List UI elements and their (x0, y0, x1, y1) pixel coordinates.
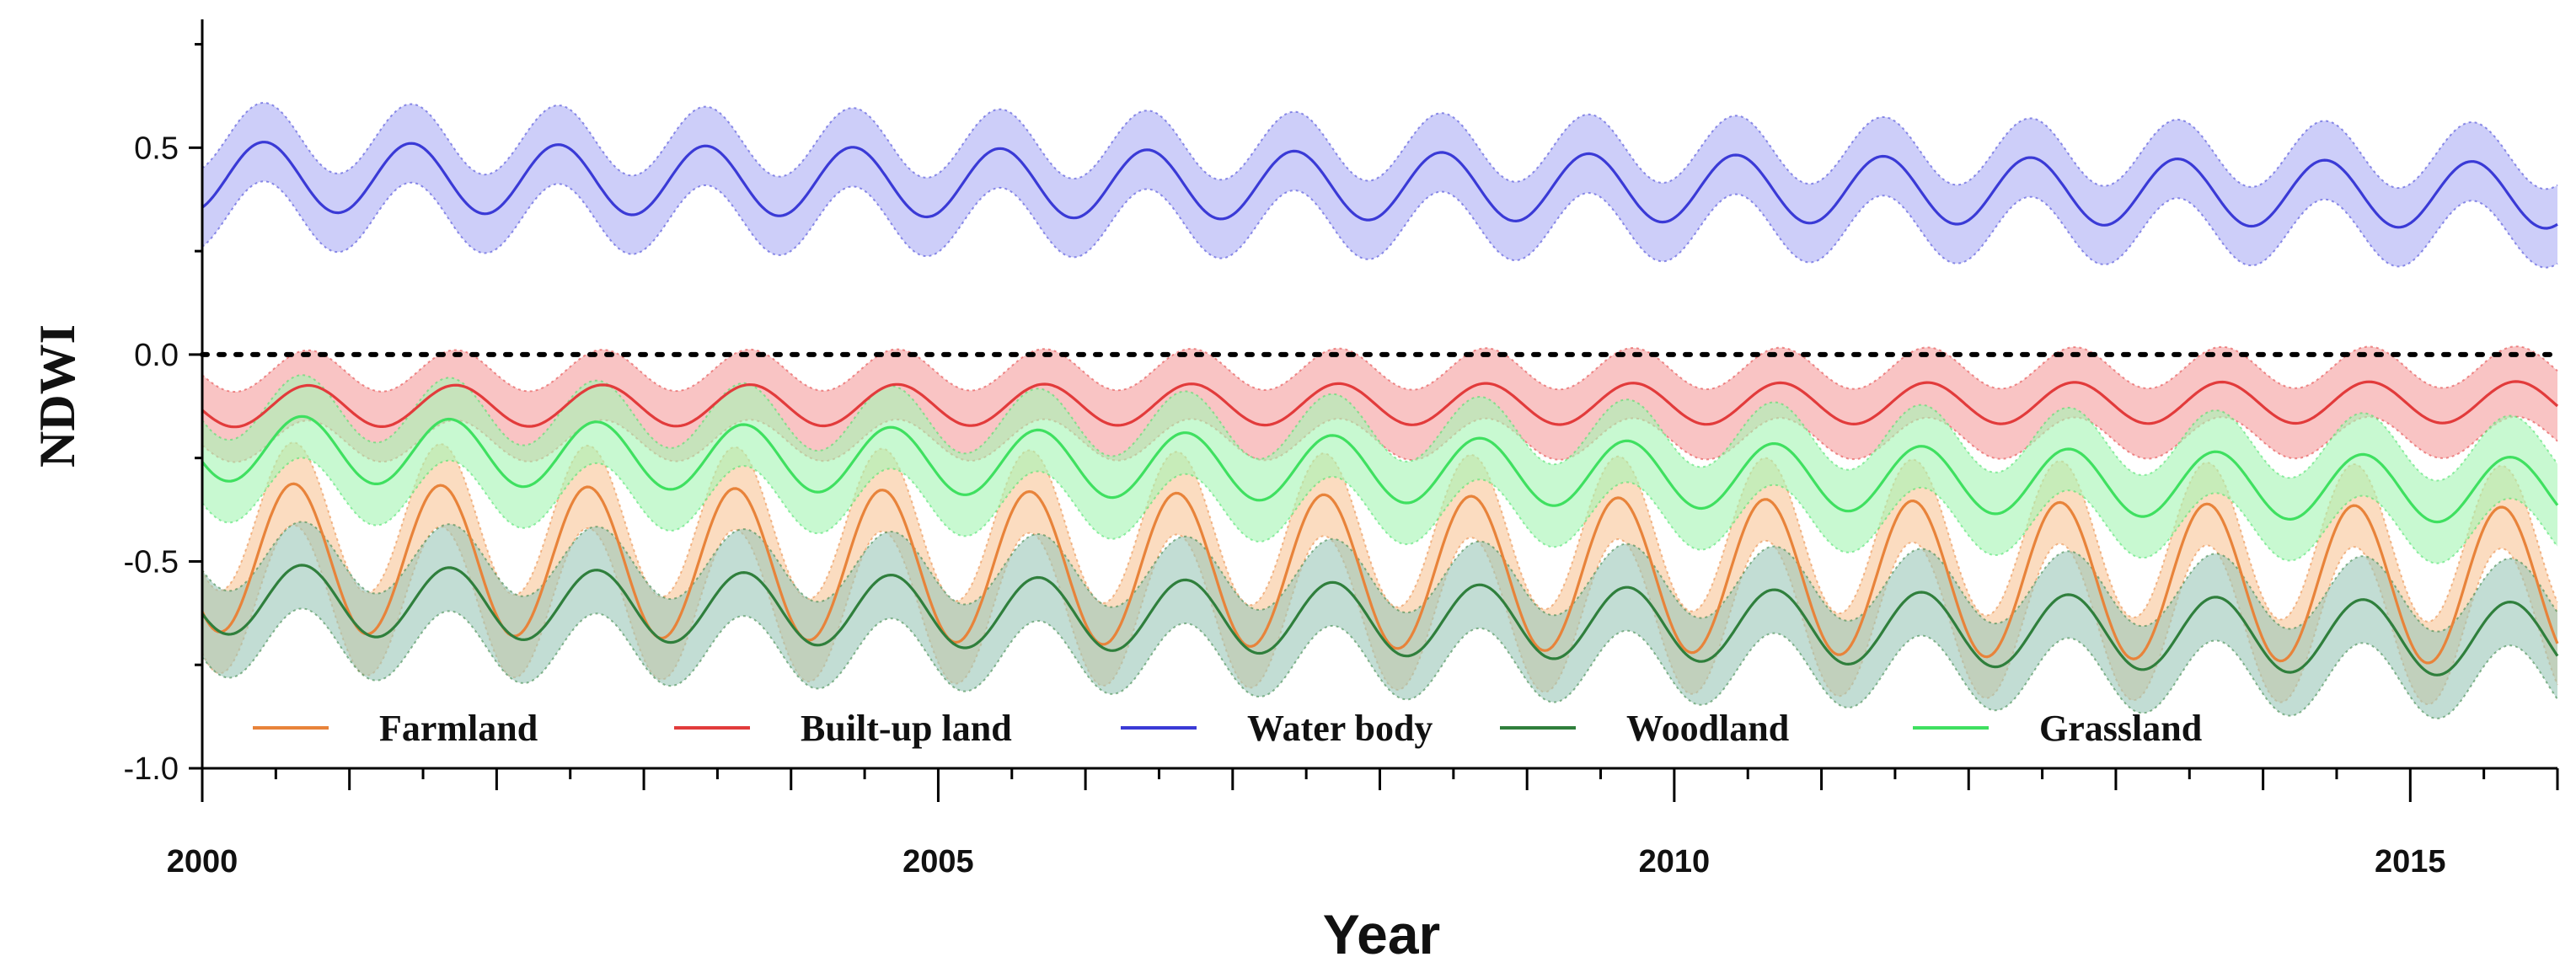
x-tick-label: 2015 (2375, 844, 2446, 879)
uncertainty-bands (201, 102, 2558, 719)
legend-label: Water body (1247, 708, 1433, 749)
series-line-water-body (201, 141, 2558, 230)
x-tick-label: 2010 (1639, 844, 1711, 879)
x-axis-title: Year (1323, 903, 1440, 965)
y-tick-label: -1.0 (124, 751, 179, 787)
legend: Farmland Built-up land Water body Woodland G… (253, 708, 2202, 749)
legend-label: Grassland (2039, 708, 2202, 749)
legend-item-grassland: Grassland (1913, 708, 2202, 749)
series-line-built-up-land (201, 380, 2559, 429)
x-tick-label: 2000 (167, 844, 238, 879)
legend-item-built-up-land: Built-up land (674, 708, 1012, 749)
band-woodland (202, 521, 2557, 719)
legend-item-farmland: Farmland (253, 708, 538, 749)
series-line-grassland (201, 414, 2559, 524)
x-tick-label: 2005 (902, 844, 974, 879)
y-axis-title: NDWI (29, 324, 85, 468)
series-line-woodland (201, 564, 2559, 676)
y-tick-label: 0.0 (134, 338, 179, 373)
y-tick-label: -0.5 (124, 544, 179, 580)
legend-item-water-body: Water body (1121, 708, 1433, 749)
series-line-farmland (201, 482, 2559, 665)
band-upper-edge (201, 345, 2558, 393)
band-water-body (202, 103, 2557, 268)
band-grassland (202, 375, 2557, 564)
legend-item-woodland: Woodland (1500, 708, 1789, 749)
legend-label: Woodland (1626, 708, 1789, 749)
band-lower-edge (201, 457, 2558, 564)
series-lines (201, 141, 2559, 676)
axes: -1.0 -0.5 0.0 0.5 2000 2005 2010 2015 (124, 19, 2559, 879)
band-upper-edge (201, 374, 2558, 482)
legend-label: Farmland (379, 708, 538, 749)
y-tick-label: 0.5 (134, 131, 179, 166)
legend-label: Built-up land (801, 708, 1012, 749)
